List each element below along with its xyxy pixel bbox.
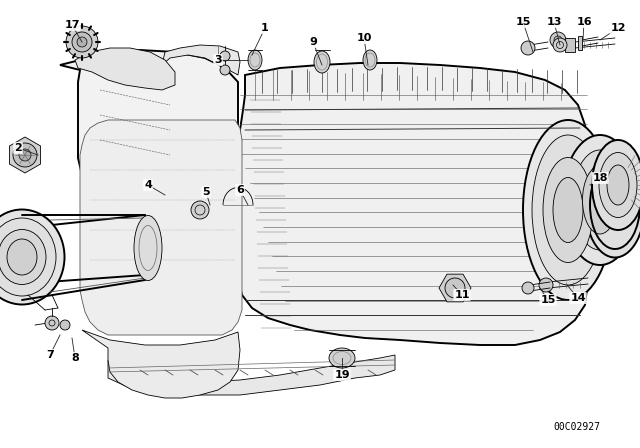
Ellipse shape (607, 165, 629, 205)
Ellipse shape (592, 140, 640, 230)
Text: 15: 15 (540, 295, 556, 305)
Ellipse shape (7, 239, 37, 275)
Polygon shape (60, 50, 238, 228)
Circle shape (72, 32, 92, 52)
Ellipse shape (329, 348, 355, 368)
Polygon shape (578, 36, 582, 50)
Ellipse shape (599, 152, 637, 217)
Circle shape (522, 282, 534, 294)
Circle shape (19, 149, 31, 161)
Circle shape (191, 201, 209, 219)
Ellipse shape (248, 50, 262, 70)
Text: 2: 2 (14, 143, 22, 153)
Text: 1: 1 (261, 23, 269, 33)
Circle shape (13, 143, 37, 167)
Text: 12: 12 (611, 23, 626, 33)
Ellipse shape (134, 215, 162, 280)
Polygon shape (238, 63, 588, 345)
Circle shape (220, 65, 230, 75)
Polygon shape (565, 38, 575, 52)
Ellipse shape (543, 158, 593, 263)
Text: 16: 16 (576, 17, 592, 27)
Circle shape (66, 26, 98, 58)
Ellipse shape (582, 166, 618, 234)
Text: 3: 3 (214, 55, 222, 65)
Ellipse shape (0, 210, 65, 305)
Ellipse shape (563, 135, 637, 265)
Circle shape (539, 278, 553, 292)
Polygon shape (80, 120, 242, 335)
Polygon shape (82, 330, 240, 398)
Text: 4: 4 (144, 180, 152, 190)
Text: 15: 15 (515, 17, 531, 27)
Text: 8: 8 (71, 353, 79, 363)
Polygon shape (162, 45, 240, 75)
Text: 18: 18 (592, 173, 608, 183)
Ellipse shape (585, 152, 640, 258)
Text: 6: 6 (236, 185, 244, 195)
Ellipse shape (532, 135, 604, 285)
Polygon shape (10, 137, 40, 173)
Circle shape (60, 320, 70, 330)
Text: 14: 14 (570, 293, 586, 303)
Ellipse shape (0, 229, 46, 284)
Ellipse shape (0, 218, 56, 296)
Polygon shape (439, 274, 471, 302)
Ellipse shape (363, 50, 377, 70)
Ellipse shape (523, 120, 613, 300)
Text: 5: 5 (202, 187, 210, 197)
Ellipse shape (573, 150, 627, 250)
Ellipse shape (553, 38, 567, 52)
Text: 13: 13 (547, 17, 562, 27)
Ellipse shape (550, 32, 566, 48)
Text: 7: 7 (46, 350, 54, 360)
Circle shape (45, 316, 59, 330)
Circle shape (521, 41, 535, 55)
Text: 00C02927: 00C02927 (553, 422, 600, 432)
Text: 17: 17 (64, 20, 80, 30)
Circle shape (77, 37, 87, 47)
Ellipse shape (553, 177, 583, 242)
Ellipse shape (314, 51, 330, 73)
Text: 11: 11 (454, 290, 470, 300)
Text: 9: 9 (309, 37, 317, 47)
Polygon shape (108, 355, 395, 395)
Polygon shape (75, 48, 175, 90)
Circle shape (220, 51, 230, 61)
Text: 19: 19 (334, 370, 350, 380)
Circle shape (445, 278, 465, 298)
Text: 10: 10 (356, 33, 372, 43)
